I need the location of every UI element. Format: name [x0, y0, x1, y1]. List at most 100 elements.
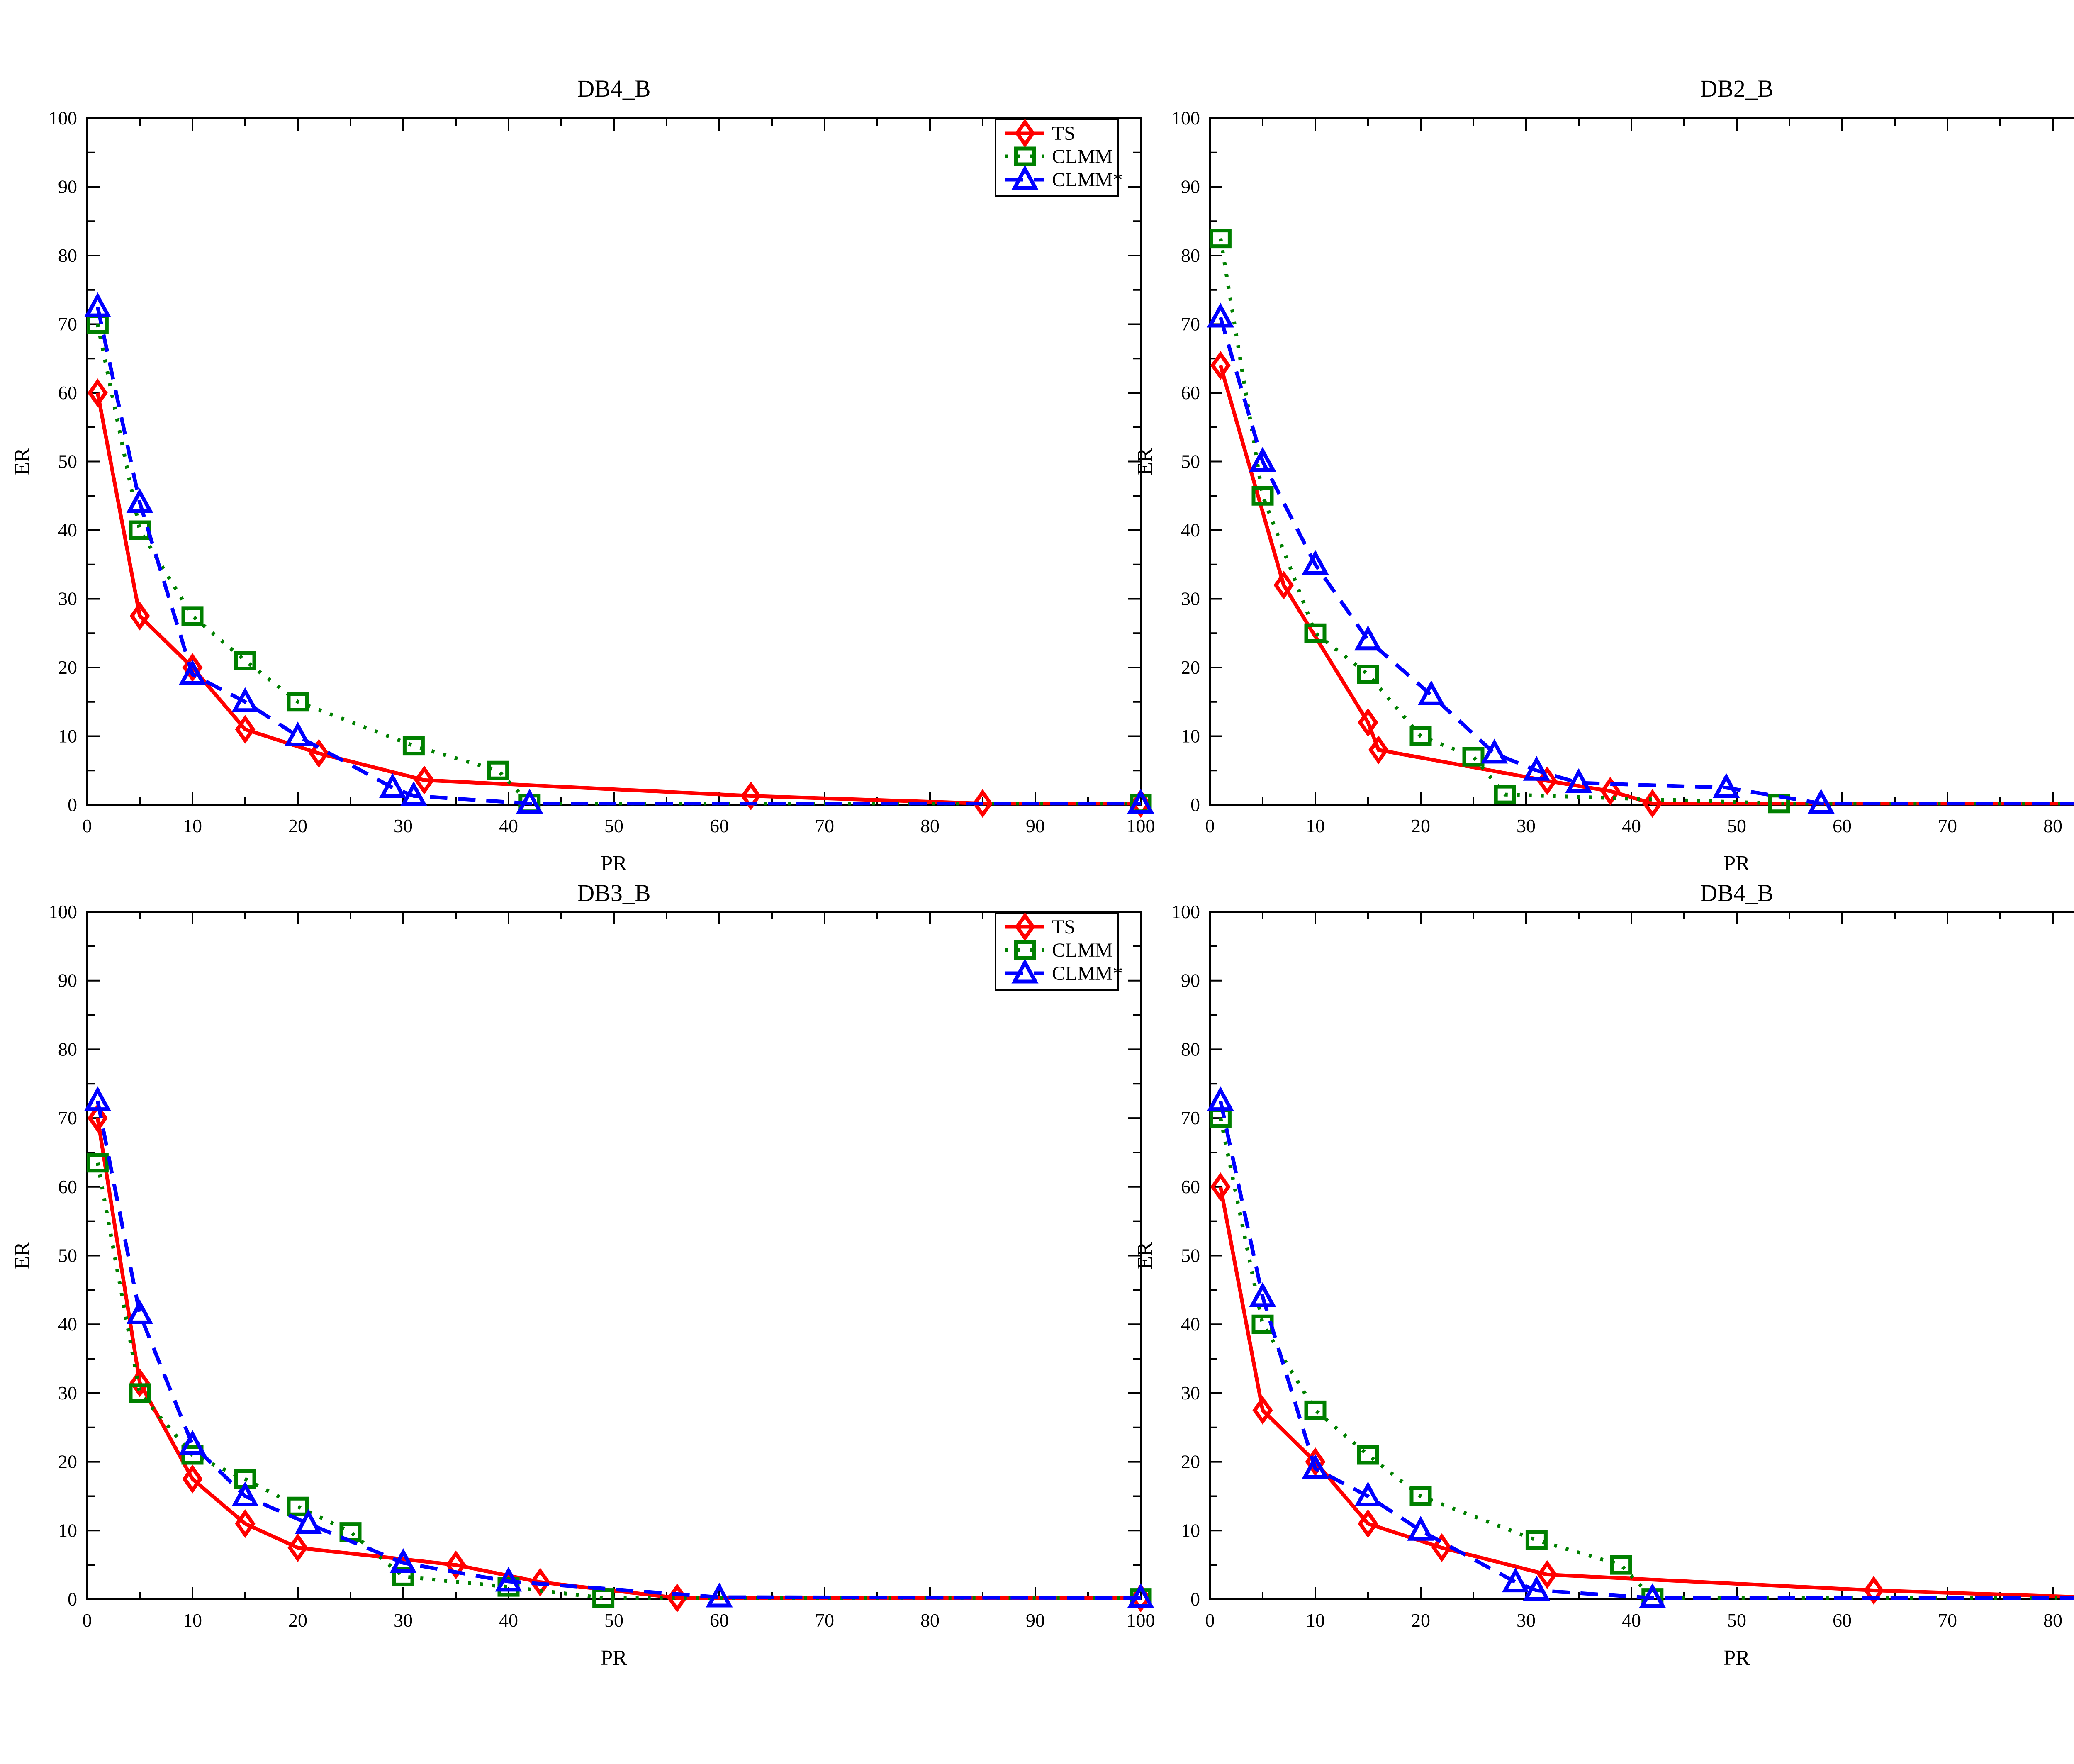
triangle-marker	[1417, 680, 1445, 705]
y-tick-label: 100	[1171, 901, 1200, 922]
triangle-marker	[1354, 625, 1382, 651]
x-tick-label: 0	[1205, 815, 1215, 836]
triangle-marker	[1502, 1567, 1529, 1593]
y-axis-title: ER	[10, 448, 34, 475]
square-marker	[1409, 1486, 1432, 1506]
axis-ticks	[86, 911, 1142, 1600]
square-marker	[86, 1153, 109, 1173]
y-axis-title: ER	[1133, 1242, 1157, 1269]
x-tick-label: 50	[1727, 1610, 1746, 1631]
series-CLMM-line	[95, 324, 1141, 806]
series-CLMM*-line	[1219, 1100, 2074, 1600]
x-tick-label: 30	[394, 1610, 413, 1631]
legend-label: CLMM	[1052, 146, 1113, 168]
x-tick-label: 50	[604, 815, 623, 836]
y-tick-label: 90	[58, 970, 77, 991]
series-CLMM*-markers	[1207, 1086, 1666, 1608]
x-tick-label: 0	[83, 1610, 92, 1631]
triangle-marker	[231, 1481, 259, 1506]
y-tick-label: 40	[58, 1313, 77, 1335]
diamond-marker	[129, 1368, 150, 1397]
chart-title: DB4_B	[1700, 880, 1773, 906]
legend-diamond-marker	[1015, 912, 1035, 941]
triangle-marker	[389, 1548, 417, 1573]
chart-db4_b-3: 0102030405060708090100010203040506070809…	[1133, 880, 2074, 1670]
diamond-marker	[235, 1509, 256, 1538]
triangle-marker	[284, 721, 312, 746]
diamond-marker	[1600, 777, 1621, 806]
chart-db3_b-2: 0 10 20 30 40 50 60 70 80 90 100 0 10 20 30 40 50 60 70 80 9…	[10, 880, 1155, 1670]
chart-db2_b-1: 0102030405060708090100010203040506070809…	[1133, 75, 2074, 875]
triangle-marker	[1207, 1086, 1234, 1111]
square-marker	[234, 651, 256, 670]
diamond-marker	[1863, 1576, 1884, 1605]
chart-title: DB2_B	[1700, 75, 1773, 102]
x-tick-label: 0	[83, 815, 92, 836]
axis-ticks	[1209, 911, 2054, 1600]
square-marker	[487, 760, 509, 780]
y-tick-label: 50	[58, 451, 77, 472]
y-tick-label: 30	[1181, 1382, 1200, 1403]
y-axis-title: ER	[10, 1242, 34, 1269]
diamond-marker	[309, 739, 329, 768]
x-tick-label: 20	[288, 815, 307, 836]
square-marker	[287, 692, 309, 712]
series-CLMM*-line	[96, 307, 1141, 806]
series-CLMM*-markers	[1207, 302, 1835, 814]
y-tick-label: 80	[1181, 1038, 1200, 1060]
triangle-marker	[1127, 789, 1154, 814]
square-marker	[287, 1496, 309, 1516]
square-marker	[392, 1567, 414, 1586]
square-marker	[1409, 726, 1432, 746]
legend-label: CLMM*	[1052, 962, 1123, 984]
diamond-marker	[530, 1567, 550, 1597]
square-marker	[1610, 1555, 1632, 1575]
x-tick-label: 70	[1938, 1610, 1957, 1631]
y-tick-label: 10	[58, 1520, 77, 1541]
y-tick-label: 20	[1181, 1451, 1200, 1472]
triangle-marker	[516, 789, 543, 814]
diamond-marker	[1358, 708, 1378, 737]
square-marker	[181, 1445, 204, 1465]
triangle-marker	[1807, 789, 1835, 814]
square-marker	[1251, 486, 1274, 506]
triangle-marker	[84, 1086, 111, 1111]
triangle-marker	[231, 687, 259, 712]
diamond-marker	[1273, 570, 1294, 600]
y-tick-label: 80	[58, 1038, 77, 1060]
y-tick-label: 100	[1171, 107, 1200, 129]
x-tick-label: 40	[1622, 815, 1641, 836]
diamond-marker	[1368, 735, 1389, 765]
plot-border	[1209, 911, 2074, 1600]
y-tick-label: 70	[58, 314, 77, 335]
square-marker	[402, 736, 425, 756]
legend-label: CLMM	[1052, 939, 1113, 961]
x-tick-label: 40	[499, 1610, 518, 1631]
y-tick-label: 30	[1181, 588, 1200, 609]
square-marker	[129, 1383, 151, 1403]
chart-title: DB4_B	[577, 75, 650, 102]
x-tick-label: 100	[1127, 815, 1155, 836]
square-marker	[1494, 785, 1516, 804]
square-marker	[339, 1522, 362, 1542]
series-CLMM*-markers	[84, 1086, 1154, 1608]
plot-border	[1209, 117, 2074, 806]
diamond-marker	[1252, 1396, 1273, 1425]
axis-ticks	[1209, 117, 2054, 806]
triangle-marker	[1127, 1583, 1154, 1608]
triangle-marker	[400, 781, 427, 806]
y-tick-label: 60	[1181, 1176, 1200, 1197]
diamond-marker	[1431, 1533, 1452, 1562]
series-TS-markers	[1210, 351, 1663, 818]
triangle-marker	[295, 1509, 322, 1534]
x-tick-label: 60	[710, 1610, 729, 1631]
x-tick-label: 90	[1026, 1610, 1045, 1631]
y-tick-label: 90	[1181, 970, 1200, 991]
x-tick-label: 100	[1127, 1610, 1155, 1631]
x-tick-label: 50	[604, 1610, 623, 1631]
diamond-marker	[235, 715, 256, 744]
square-marker	[592, 1588, 615, 1608]
x-tick-label: 70	[815, 815, 834, 836]
